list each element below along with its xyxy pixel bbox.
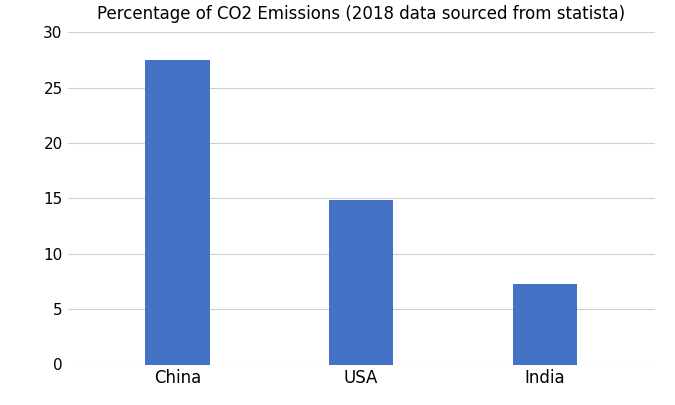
Bar (146, 60, 210, 364)
Title: Percentage of CO2 Emissions (2018 data sourced from statista): Percentage of CO2 Emissions (2018 data s… (97, 4, 625, 23)
Bar (512, 284, 576, 364)
Bar (329, 200, 394, 364)
